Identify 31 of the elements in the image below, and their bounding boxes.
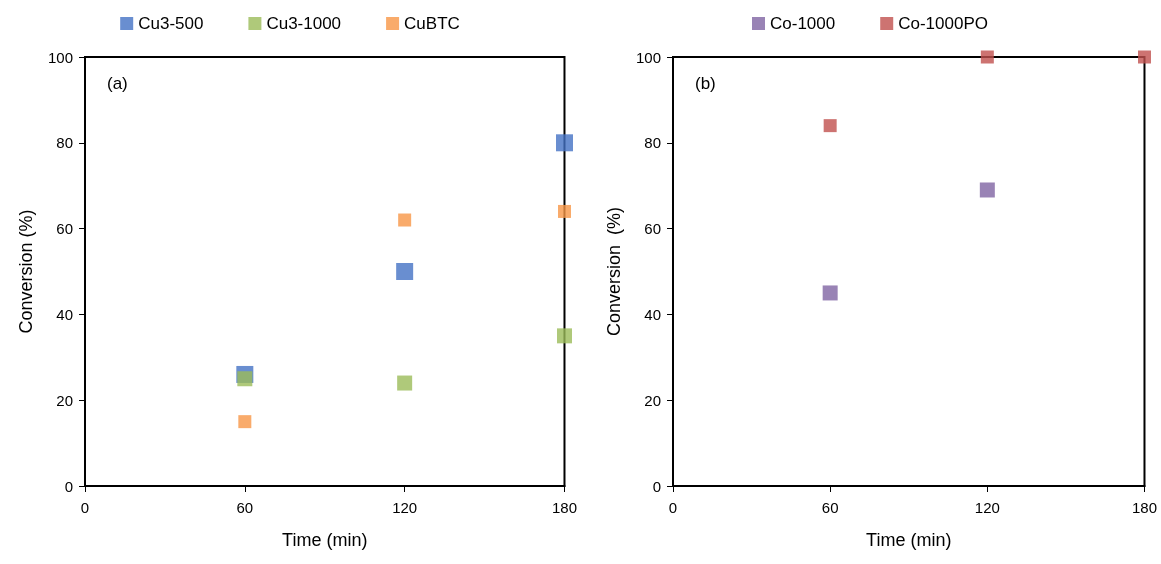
- x-tick-label: 120: [974, 499, 1000, 516]
- legend-label: Co-1000: [770, 14, 836, 33]
- y-tick-label: 60: [644, 220, 661, 238]
- x-tick-label: 60: [236, 499, 254, 516]
- legend-label: Co-1000PO: [898, 14, 988, 33]
- y-tick-label: 80: [644, 134, 661, 152]
- y-tick-label: 60: [56, 220, 73, 238]
- y-tick-label: 20: [56, 391, 73, 409]
- x-tick-label: 180: [551, 499, 577, 516]
- y-tick-label: 80: [56, 134, 73, 152]
- legend-label: CuBTC: [404, 14, 460, 33]
- x-tick-label: 120: [392, 499, 418, 516]
- x-tick-label: 0: [80, 499, 90, 516]
- x-tick-label: 0: [668, 499, 678, 516]
- x-tick-label: 60: [821, 499, 839, 516]
- y-tick-label: 40: [644, 305, 661, 323]
- y-axis-title: Conversion (%): [604, 206, 624, 337]
- y-axis-title: Conversion (%): [16, 209, 36, 334]
- annotation: (a): [107, 74, 128, 93]
- x-tick-label: 180: [1131, 499, 1157, 516]
- annotation: (b): [695, 74, 716, 93]
- y-tick-label: 100: [47, 48, 73, 66]
- y-tick-label: 0: [64, 477, 73, 495]
- legend-label: Cu3-1000: [266, 14, 342, 33]
- y-tick-label: 100: [635, 48, 661, 66]
- y-tick-label: 20: [644, 391, 661, 409]
- legend-label: Cu3-500: [138, 14, 204, 33]
- y-tick-label: 0: [652, 477, 661, 495]
- x-axis-title: Time (min): [282, 530, 368, 550]
- x-axis-title: Time (min): [866, 530, 952, 550]
- y-tick-label: 40: [56, 305, 73, 323]
